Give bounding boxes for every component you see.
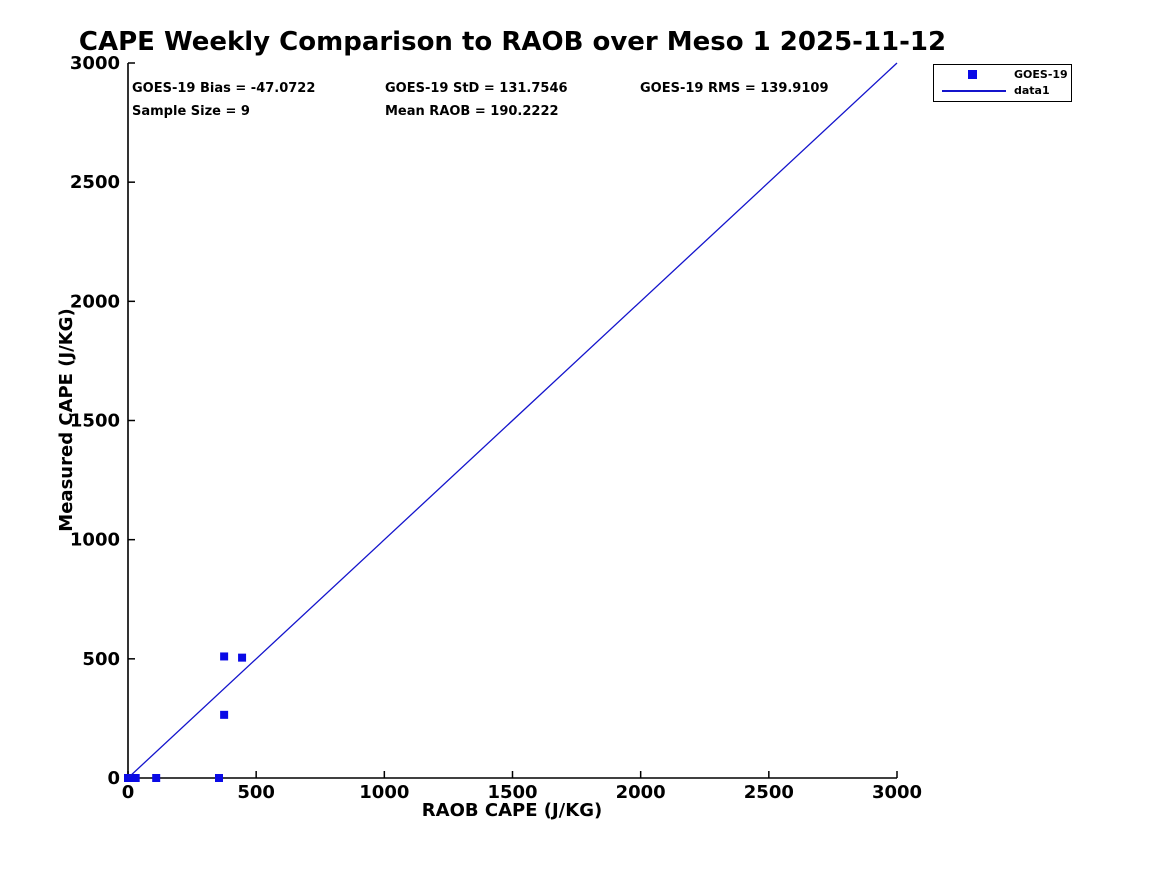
x-tick-label: 2500 (744, 782, 794, 803)
y-tick-label: 500 (82, 649, 120, 670)
y-tick-label: 1500 (70, 411, 120, 432)
legend: GOES-19 data1 (933, 64, 1072, 102)
x-tick-label: 1500 (487, 782, 537, 803)
stat-sample-size: Sample Size = 9 (132, 104, 250, 119)
x-tick-label: 3000 (872, 782, 922, 803)
y-tick-label: 2500 (70, 172, 120, 193)
y-tick-label: 0 (107, 768, 120, 789)
legend-label-goes19: GOES-19 (1014, 68, 1068, 81)
y-tick-label: 1000 (70, 530, 120, 551)
y-tick-label: 3000 (70, 53, 120, 74)
data-point (238, 653, 247, 662)
legend-square-marker-icon (968, 70, 977, 79)
x-tick-label: 2000 (616, 782, 666, 803)
x-axis-label: RAOB CAPE (J/KG) (421, 800, 603, 821)
y-axis-label: Measured CAPE (J/KG) (56, 308, 77, 532)
identity-line (127, 62, 898, 779)
chart-title: CAPE Weekly Comparison to RAOB over Meso… (78, 27, 947, 57)
stat-bias: GOES-19 Bias = -47.0722 (132, 81, 316, 96)
legend-line-icon (942, 90, 1006, 92)
y-tick-label: 2000 (70, 291, 120, 312)
data-point (131, 774, 140, 782)
x-tick-label: 500 (237, 782, 275, 803)
legend-entry-goes19: GOES-19 (934, 67, 1071, 83)
x-tick-label: 1000 (359, 782, 409, 803)
data-point (220, 652, 229, 661)
data-point (152, 774, 161, 782)
stat-std: GOES-19 StD = 131.7546 (385, 81, 568, 96)
legend-entry-data1: data1 (934, 83, 1071, 99)
stat-mean-raob: Mean RAOB = 190.2222 (385, 104, 559, 119)
data-point (220, 710, 229, 719)
stat-rms: GOES-19 RMS = 139.9109 (640, 81, 829, 96)
x-tick-label: 0 (122, 782, 135, 803)
data-point (214, 774, 223, 782)
legend-label-data1: data1 (1014, 84, 1050, 97)
